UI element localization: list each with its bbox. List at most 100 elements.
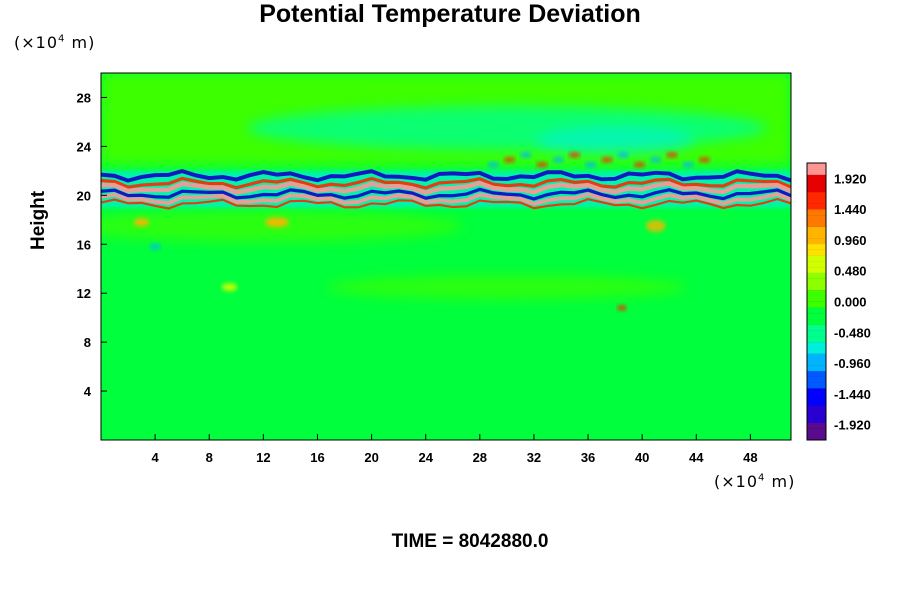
field-warm-spot [133,218,150,227]
colorbar-swatch [807,203,826,210]
colorbar-label: 0.000 [834,295,867,310]
colorbar-swatch [807,428,826,435]
colorbar-swatch [807,284,826,291]
x-tick-label: 32 [527,450,541,465]
field-wave-cell [519,152,532,158]
x-tick-label: 4 [152,450,160,465]
time-readout: TIME = 8042880.0 [0,531,900,553]
field-wave-patch [535,126,696,155]
x-tick-label: 28 [473,450,487,465]
colorbar-swatch [807,318,826,325]
field-band-stripe [101,192,791,206]
field-wave-cell [487,162,500,168]
colorbar-swatch [807,214,826,222]
field-cool-spot [149,243,162,250]
field-band-stripe [101,176,791,190]
colorbar-swatch [807,411,826,418]
colorbar-label: -1.920 [834,418,871,433]
colorbar-swatch [807,301,826,308]
colorbar-swatch [807,186,826,193]
colorbar-swatch [807,266,826,273]
x-tick-label: 12 [256,450,270,465]
chart-title: Potential Temperature Deviation [259,0,641,28]
field-band-stripe [101,197,791,210]
colorbar-swatch [807,163,826,170]
colorbar-swatch [807,313,826,320]
colorbar-swatch [807,393,826,400]
colorbar-label: -0.960 [834,356,871,371]
colorbar-swatch [807,307,826,314]
colorbar-swatch [807,261,826,268]
colorbar-swatch [807,278,826,285]
field-wave-cell [682,162,695,168]
plot-frame [100,72,792,441]
x-tick-label: 8 [206,450,213,465]
colorbar-swatch [807,330,826,337]
x-tick-label: 36 [581,450,595,465]
colorbar-swatch [807,295,826,302]
y-tick-label: 28 [77,90,91,105]
field-wave-cell [633,162,646,168]
colorbar-swatch [807,359,826,366]
colorbar-swatch [807,336,826,343]
colorbar-label: 0.960 [834,233,867,248]
colorbar-swatch [807,422,826,429]
field-wave-cell [503,157,516,163]
colorbar-swatch [807,197,826,204]
colorbar-swatch [807,220,826,227]
colorbar-frame [806,162,827,441]
field-wave-cell [698,157,711,163]
field-warm-spot [264,217,289,228]
field-wave-cell [649,157,662,163]
colorbar-swatch [807,209,826,216]
colorbar-swatch [807,168,826,175]
colorbar-swatch [807,341,826,348]
field-wave-cell [601,157,613,163]
field-patch [326,275,687,300]
y-tick-label: 12 [77,286,91,301]
colorbar-swatch [807,191,826,198]
colorbar: -1.920 -1.440 -0.960 -0.480 0.000 0.480 0.960 1… [806,162,871,441]
y-axis-ticks: 4 8 12 16 20 24 28 [77,90,107,399]
colorbar-label: -0.480 [834,325,871,340]
field-wave-cell [568,152,581,158]
time-label: TIME = [391,531,454,552]
colorbar-swatch [807,434,826,441]
x-axis-ticks: 4 8 12 16 20 24 28 32 36 40 44 48 [152,434,758,465]
colorbar-label: 1.920 [834,171,867,186]
colorbar-swatch [807,255,826,262]
field-wave-cell [665,152,678,158]
x-tick-label: 16 [310,450,324,465]
colorbar-swatch [807,226,826,233]
y-tick-label: 16 [77,237,91,252]
colorbar-swatch [807,388,826,395]
colorbar-swatch [807,353,826,360]
colorbar-swatch [807,382,826,389]
colorbar-swatch [807,272,826,279]
field-wave-cell [536,162,549,168]
field-wave-cell [552,157,565,163]
field-warm-spot [221,283,238,292]
y-tick-label: 24 [77,139,92,154]
field-band-stripe [101,187,791,201]
colorbar-swatch [807,289,826,297]
colorbar-label: 1.440 [834,202,867,217]
colorbar-swatch [807,416,826,423]
field-band-stripe [101,169,791,183]
x-tick-label: 20 [364,450,378,465]
heatmap-field [101,73,791,440]
colorbar-swatch [807,370,826,377]
colorbar-swatch [807,238,826,245]
time-value: 8042880.0 [458,531,549,552]
colorbar-swatch [807,364,826,372]
colorbar-swatch [807,399,826,406]
colorbar-swatch [807,232,826,239]
x-axis-unit: (×104 m) [714,472,796,491]
x-tick-label: 24 [418,450,433,465]
field-band-stripe [101,180,791,196]
colorbar-swatch [807,180,826,187]
field-wave-cell [584,162,597,168]
field-patch [101,209,464,242]
x-tick-label: 40 [635,450,649,465]
